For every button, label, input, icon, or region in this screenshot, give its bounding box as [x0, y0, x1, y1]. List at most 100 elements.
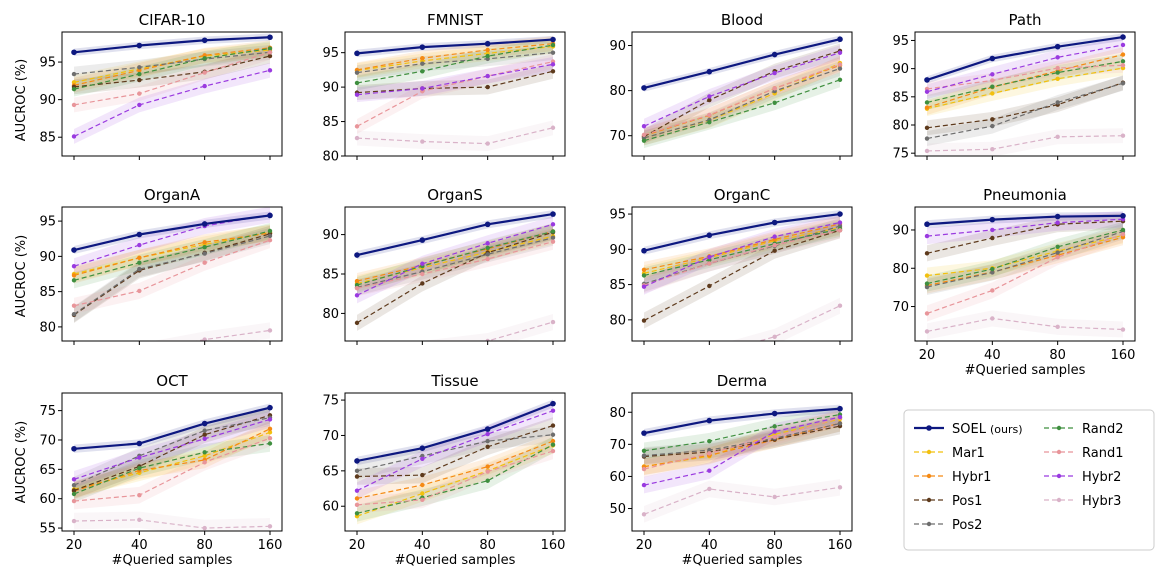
point-pos1 [420, 472, 425, 478]
point-rand2 [267, 228, 273, 234]
point-pos1 [485, 444, 490, 449]
point-hybr3 [202, 525, 207, 531]
y-tick-label: 60 [322, 500, 339, 515]
panel-title: Tissue [430, 372, 478, 390]
band-rand1 [644, 57, 840, 143]
point-hybr3 [485, 338, 490, 341]
panel-title: OrganS [427, 186, 482, 204]
band-hybr1 [74, 225, 270, 284]
point-hybr3 [924, 329, 930, 334]
point-rand2 [707, 119, 712, 125]
y-tick-label: 80 [892, 119, 909, 134]
point-pos2 [354, 468, 360, 474]
point-pos2 [354, 70, 360, 75]
point-rand2 [550, 229, 556, 234]
point-soel [837, 211, 843, 217]
point-rand2 [71, 278, 77, 283]
point-rand1 [354, 124, 360, 129]
point-hybr2 [707, 468, 712, 473]
line-rand2 [643, 79, 841, 142]
point-rand2 [354, 80, 360, 86]
band-hybr1 [644, 57, 840, 144]
x-tick-label: 80 [196, 538, 213, 553]
band-hybr2 [357, 56, 553, 103]
line-hybr2 [926, 44, 1124, 93]
x-tick-label: 20 [919, 348, 936, 363]
y-tick-label: 80 [39, 320, 56, 335]
point-hybr3 [837, 485, 843, 490]
panel-title: OrganA [144, 186, 201, 204]
axes-frame [61, 31, 283, 157]
y-tick-label: 90 [39, 93, 56, 108]
legend-marker [1056, 497, 1062, 503]
band-pos1 [644, 43, 840, 145]
y-tick-label: 80 [322, 307, 339, 322]
point-rand1 [990, 288, 995, 293]
y-tick-label: 85 [322, 268, 339, 283]
point-mar1 [267, 430, 273, 435]
band-hybr1 [927, 229, 1123, 294]
point-rand2 [137, 465, 142, 471]
point-hybr1 [420, 55, 425, 61]
line-hybr1 [643, 64, 841, 137]
line-rand2 [926, 229, 1124, 285]
point-soel [1120, 213, 1126, 219]
band-rand2 [927, 221, 1123, 292]
x-tick-label: 40 [131, 538, 148, 553]
line-hybr1 [356, 440, 554, 500]
line-pos2 [73, 417, 271, 486]
x-axis-label: #Queried samples [682, 553, 803, 568]
legend-marker [1056, 449, 1062, 455]
point-rand2 [990, 84, 995, 89]
line-soel [73, 214, 271, 252]
point-soel [267, 34, 273, 41]
point-hybr2 [550, 62, 556, 67]
point-rand1 [550, 239, 556, 244]
line-pos2 [643, 422, 841, 457]
point-pos2 [1055, 250, 1060, 255]
y-tick-label: 75 [892, 147, 909, 162]
point-rand2 [550, 42, 556, 48]
point-mar1 [1055, 76, 1060, 81]
band-pos2 [357, 45, 553, 81]
point-hybr3 [71, 518, 77, 524]
point-hybr2 [707, 94, 712, 99]
point-hybr2 [990, 72, 995, 77]
point-hybr3 [72, 360, 76, 364]
line-pos1 [643, 229, 841, 322]
point-soel [484, 426, 491, 432]
point-rand1 [137, 492, 142, 498]
point-soel [771, 219, 778, 226]
point-hybr3 [137, 517, 142, 523]
point-hybr3 [1120, 133, 1126, 138]
line-rand1 [356, 241, 554, 289]
band-pos1 [74, 225, 270, 323]
band-soel [74, 403, 270, 453]
band-mar1 [644, 219, 840, 282]
legend-marker [926, 449, 932, 455]
point-rand1 [1120, 63, 1126, 68]
y-tick-label: 90 [609, 39, 626, 54]
line-hybr2 [643, 52, 841, 127]
point-hybr1 [1120, 235, 1126, 240]
point-hybr3 [707, 486, 712, 492]
line-soel [926, 214, 1124, 226]
point-soel [550, 36, 556, 43]
band-hybr2 [74, 411, 270, 488]
line-hybr1 [73, 232, 271, 276]
y-tick-label: 65 [39, 463, 56, 478]
point-hybr2 [550, 408, 556, 413]
x-tick-label: 160 [541, 538, 566, 553]
band-pos1 [74, 48, 270, 95]
point-soel [201, 37, 208, 44]
point-hybr1 [71, 273, 77, 278]
point-pos1 [354, 320, 360, 326]
line-hybr2 [926, 218, 1124, 237]
point-hybr3 [137, 349, 141, 353]
legend-suffix: (ours) [990, 423, 1023, 436]
point-pos2 [990, 270, 995, 275]
point-rand2 [1120, 227, 1126, 233]
y-tick-label: 85 [609, 278, 626, 293]
point-pos2 [137, 65, 142, 70]
point-rand2 [707, 438, 712, 444]
